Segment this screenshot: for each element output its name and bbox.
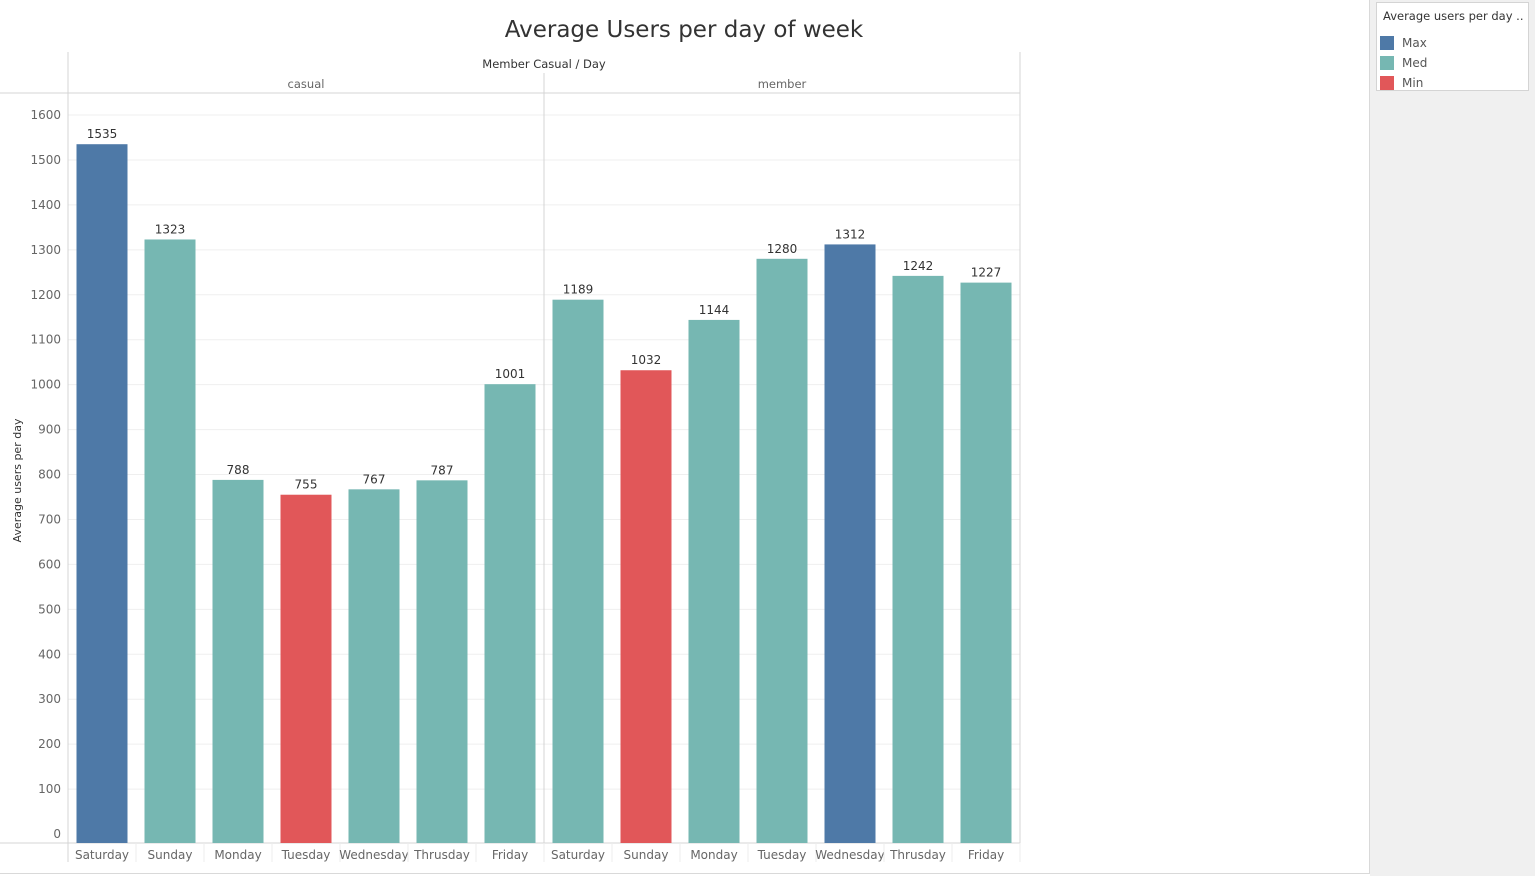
y-tick-label: 100 (38, 782, 61, 796)
bar-member-monday (688, 319, 740, 843)
data-label: 1144 (699, 303, 730, 317)
y-tick-label: 400 (38, 647, 61, 661)
bar-member-saturday (552, 299, 604, 843)
chart-area: Average Users per day of week Member Casu… (0, 0, 1370, 874)
y-tick-label: 1100 (30, 333, 61, 347)
bar-chart: Average Users per day of week Member Casu… (0, 17, 1021, 862)
y-tick-label: 300 (38, 692, 61, 706)
y-tick-label: 900 (38, 423, 61, 437)
y-axis-label: Average users per day (11, 418, 24, 542)
data-label: 1032 (631, 353, 662, 367)
header-title: Member Casual / Day (482, 57, 606, 71)
bar-member-thrusday (892, 275, 944, 844)
x-tick-label: Friday (492, 848, 528, 862)
x-tick-label: Tuesday (281, 848, 331, 862)
x-tick-label: Thrusday (889, 848, 946, 862)
panel-header-casual: casual (288, 77, 325, 91)
y-tick-label: 600 (38, 557, 61, 571)
y-tick-label: 0 (53, 827, 61, 841)
data-label: 1227 (971, 266, 1002, 280)
bar-casual-friday (484, 384, 536, 843)
x-tick-label: Sunday (624, 848, 669, 862)
x-tick-label: Sunday (148, 848, 193, 862)
x-tick-label: Monday (214, 848, 261, 862)
y-tick-label: 1200 (30, 288, 61, 302)
legend-swatch-max (1380, 36, 1394, 50)
bar-member-sunday (620, 370, 672, 843)
bar-casual-thrusday (416, 480, 468, 843)
x-tick-label: Tuesday (757, 848, 807, 862)
data-label: 788 (227, 463, 250, 477)
legend-title: Average users per day ... (1383, 9, 1523, 23)
y-tick-label: 500 (38, 602, 61, 616)
y-tick-label: 200 (38, 737, 61, 751)
y-axis: 0 100 200 300 400 500 600 700 800 900 1000 1100 1200… (30, 108, 61, 841)
bar-casual-monday (212, 479, 264, 843)
x-tick-label: Friday (968, 848, 1004, 862)
data-label: 1535 (87, 127, 118, 141)
x-tick-label: Wednesday (339, 848, 408, 862)
data-label: 1001 (495, 367, 526, 381)
data-label: 1189 (563, 283, 594, 297)
legend-label-max: Max (1402, 36, 1427, 50)
bar-member-friday (960, 282, 1012, 843)
x-tick-label: Saturday (75, 848, 129, 862)
y-tick-label: 700 (38, 512, 61, 526)
y-tick-label: 1300 (30, 243, 61, 257)
data-label: 787 (431, 463, 454, 477)
data-label: 755 (295, 478, 318, 492)
x-tick-label: Saturday (551, 848, 605, 862)
legend-label-med: Med (1402, 56, 1428, 70)
x-tick-label: Monday (690, 848, 737, 862)
data-label: 1312 (835, 227, 866, 241)
side-panel (1370, 0, 1535, 876)
legend[interactable]: Average users per day ... Max Med Min (1376, 2, 1529, 91)
y-tick-label: 1500 (30, 153, 61, 167)
x-tick-label: Wednesday (815, 848, 884, 862)
panel-header-member: member (758, 77, 807, 91)
chart-title: Average Users per day of week (505, 17, 864, 43)
legend-swatch-med (1380, 56, 1394, 70)
y-tick-label: 1000 (30, 378, 61, 392)
y-tick-label: 800 (38, 468, 61, 482)
bar-member-wednesday (824, 244, 876, 844)
y-tick-label: 1400 (30, 198, 61, 212)
data-label: 767 (363, 472, 386, 486)
bar-member-tuesday (756, 258, 808, 843)
bar-casual-saturday (76, 144, 128, 844)
y-tick-label: 1600 (30, 108, 61, 122)
x-tick-label: Thrusday (413, 848, 470, 862)
data-label: 1242 (903, 259, 934, 273)
legend-label-min: Min (1402, 76, 1424, 90)
legend-swatch-min (1380, 76, 1394, 90)
bar-casual-sunday (144, 239, 196, 843)
data-label: 1280 (767, 242, 798, 256)
bar-casual-wednesday (348, 489, 400, 843)
data-label: 1323 (155, 222, 186, 236)
bar-casual-tuesday (280, 494, 332, 843)
